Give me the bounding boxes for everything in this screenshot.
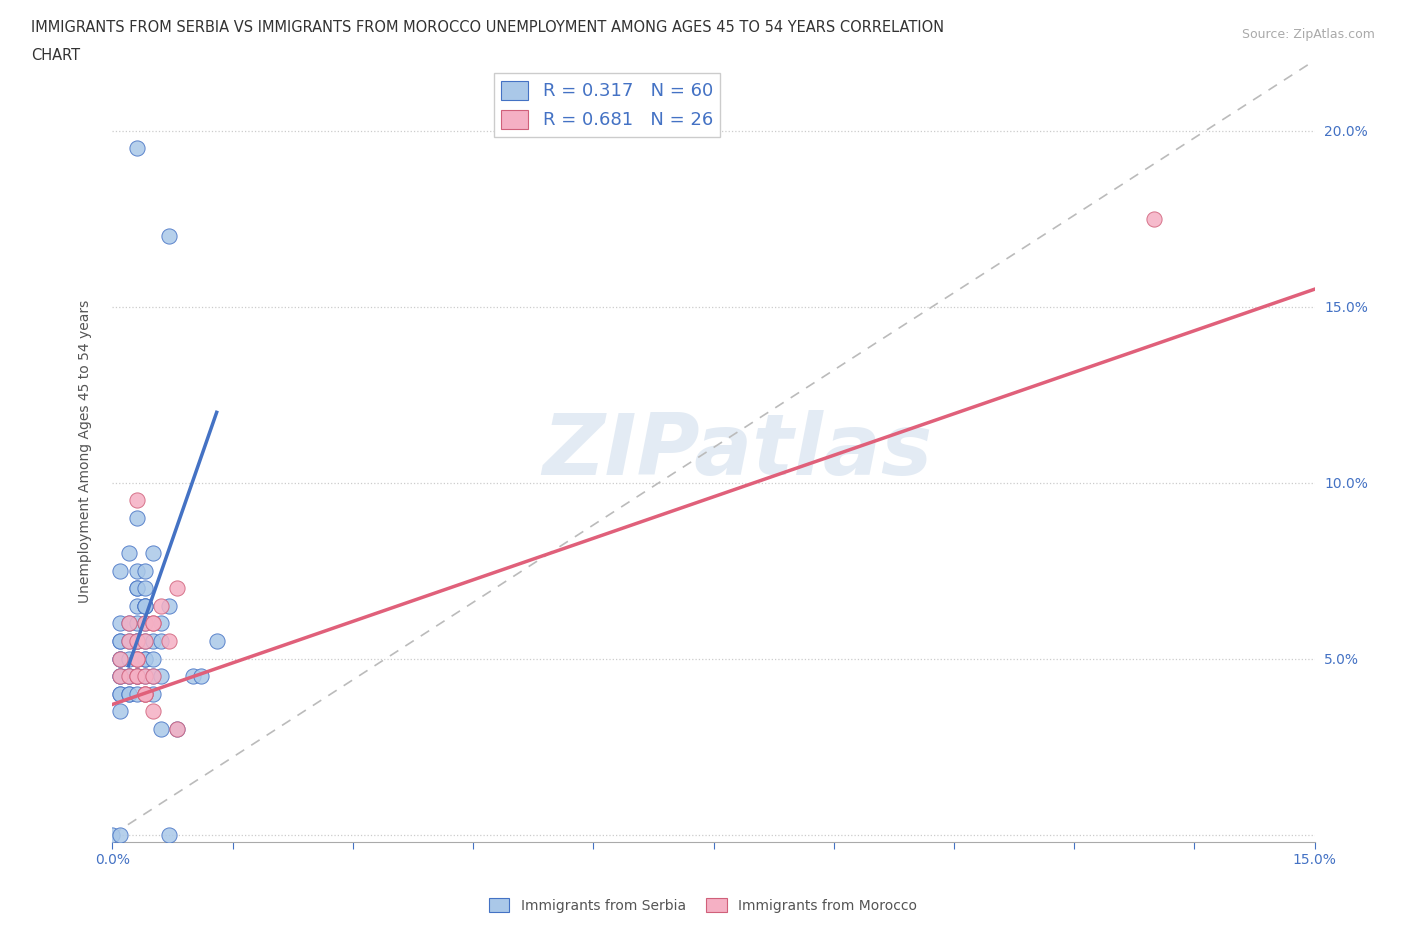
- Point: [134, 669, 156, 684]
- Point: [149, 722, 172, 737]
- Point: [125, 581, 148, 596]
- Point: [125, 633, 148, 648]
- Point: [125, 511, 148, 525]
- Point: [149, 633, 172, 648]
- Point: [110, 669, 132, 684]
- Point: [134, 651, 156, 666]
- Point: [141, 546, 163, 561]
- Point: [149, 616, 172, 631]
- Point: [134, 633, 156, 648]
- Point: [110, 633, 132, 648]
- Point: [110, 616, 132, 631]
- Point: [141, 651, 163, 666]
- Point: [149, 598, 172, 613]
- Point: [134, 564, 156, 578]
- Point: [117, 616, 139, 631]
- Point: [141, 686, 163, 701]
- Point: [157, 633, 180, 648]
- Point: [110, 564, 132, 578]
- Point: [110, 651, 132, 666]
- Point: [141, 669, 163, 684]
- Point: [134, 581, 156, 596]
- Point: [205, 633, 228, 648]
- Point: [157, 598, 180, 613]
- Point: [117, 669, 139, 684]
- Text: CHART: CHART: [31, 48, 80, 63]
- Point: [125, 651, 148, 666]
- Point: [141, 704, 163, 719]
- Point: [110, 704, 132, 719]
- Point: [101, 827, 124, 842]
- Point: [181, 669, 204, 684]
- Point: [166, 581, 188, 596]
- Point: [157, 229, 180, 244]
- Point: [117, 686, 139, 701]
- Point: [141, 616, 163, 631]
- Y-axis label: Unemployment Among Ages 45 to 54 years: Unemployment Among Ages 45 to 54 years: [77, 299, 91, 603]
- Point: [134, 686, 156, 701]
- Legend: R = 0.317   N = 60, R = 0.681   N = 26: R = 0.317 N = 60, R = 0.681 N = 26: [494, 73, 720, 137]
- Point: [117, 669, 139, 684]
- Point: [117, 651, 139, 666]
- Point: [134, 686, 156, 701]
- Point: [125, 686, 148, 701]
- Point: [125, 651, 148, 666]
- Point: [157, 827, 180, 842]
- Point: [110, 669, 132, 684]
- Point: [149, 669, 172, 684]
- Point: [125, 141, 148, 156]
- Point: [1143, 211, 1166, 226]
- Point: [117, 546, 139, 561]
- Point: [125, 669, 148, 684]
- Point: [110, 669, 132, 684]
- Point: [134, 633, 156, 648]
- Point: [166, 722, 188, 737]
- Point: [141, 669, 163, 684]
- Point: [125, 669, 148, 684]
- Point: [141, 633, 163, 648]
- Point: [125, 598, 148, 613]
- Point: [117, 669, 139, 684]
- Point: [125, 581, 148, 596]
- Point: [125, 564, 148, 578]
- Point: [134, 669, 156, 684]
- Point: [117, 633, 139, 648]
- Point: [134, 616, 156, 631]
- Point: [134, 598, 156, 613]
- Point: [117, 616, 139, 631]
- Point: [134, 616, 156, 631]
- Point: [117, 686, 139, 701]
- Point: [110, 651, 132, 666]
- Point: [134, 686, 156, 701]
- Point: [125, 616, 148, 631]
- Point: [125, 493, 148, 508]
- Point: [125, 669, 148, 684]
- Point: [190, 669, 212, 684]
- Point: [110, 827, 132, 842]
- Point: [125, 633, 148, 648]
- Point: [166, 722, 188, 737]
- Point: [117, 633, 139, 648]
- Text: IMMIGRANTS FROM SERBIA VS IMMIGRANTS FROM MOROCCO UNEMPLOYMENT AMONG AGES 45 TO : IMMIGRANTS FROM SERBIA VS IMMIGRANTS FRO…: [31, 20, 943, 35]
- Point: [134, 651, 156, 666]
- Point: [110, 633, 132, 648]
- Point: [110, 686, 132, 701]
- Legend: Immigrants from Serbia, Immigrants from Morocco: Immigrants from Serbia, Immigrants from …: [484, 893, 922, 919]
- Point: [110, 651, 132, 666]
- Point: [125, 651, 148, 666]
- Text: ZIPatlas: ZIPatlas: [543, 409, 932, 493]
- Point: [134, 598, 156, 613]
- Text: Source: ZipAtlas.com: Source: ZipAtlas.com: [1241, 28, 1375, 41]
- Point: [110, 686, 132, 701]
- Point: [141, 616, 163, 631]
- Point: [134, 598, 156, 613]
- Point: [125, 669, 148, 684]
- Point: [125, 633, 148, 648]
